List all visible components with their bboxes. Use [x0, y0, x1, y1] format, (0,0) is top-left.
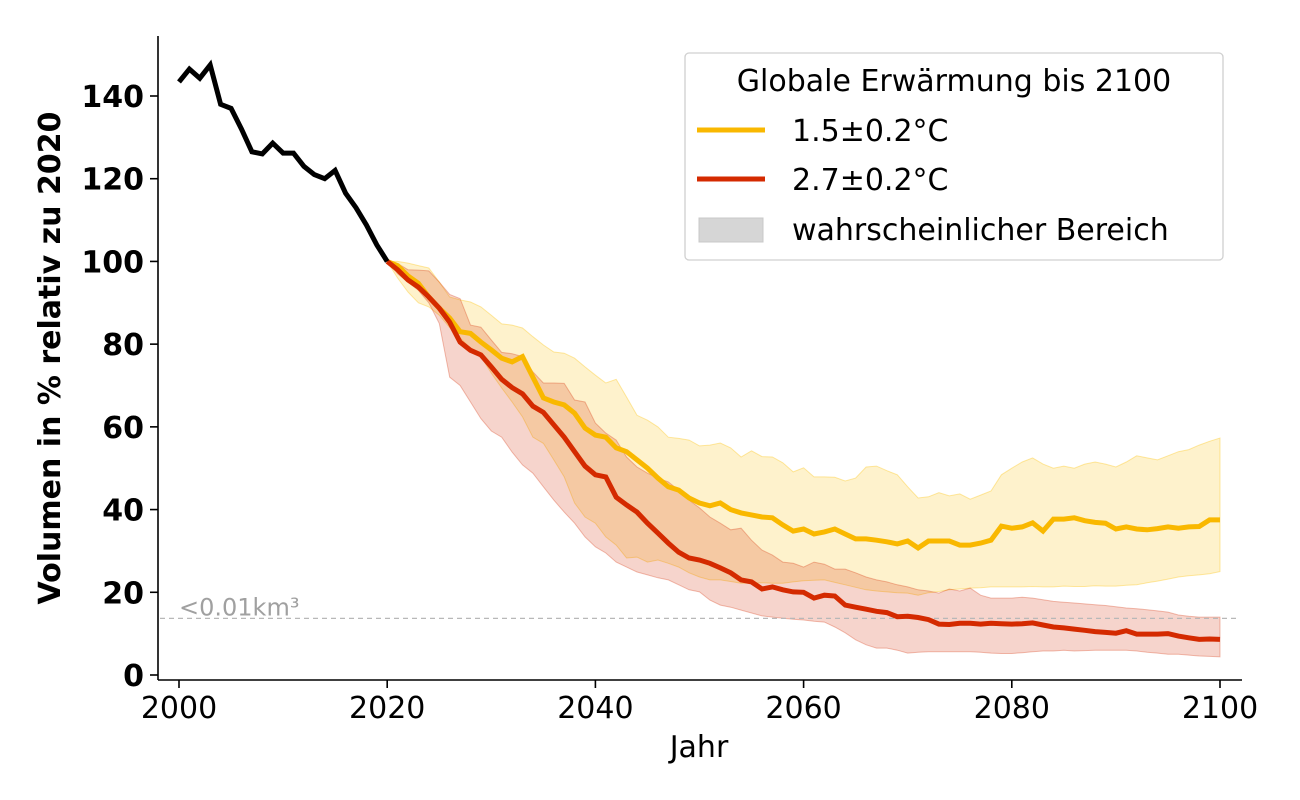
legend-frame	[684, 52, 1224, 261]
legend-title: Globale Erwärmung bis 2100	[737, 64, 1171, 99]
series-lines	[177, 59, 1221, 642]
y-tick-label: 40	[102, 494, 144, 529]
x-tick-label: 2040	[557, 691, 633, 726]
x-tick-label: 2100	[1182, 691, 1258, 726]
legend-label-range: wahrscheinlicher Bereich	[792, 213, 1169, 248]
legend: Globale Erwärmung bis 2100 1.5±0.2°C 2.7…	[684, 52, 1224, 261]
band-1-5c	[386, 260, 1221, 596]
x-tick-label: 2000	[141, 691, 217, 726]
y-ticks: 0 20 40 60 80 100 120 140	[81, 80, 158, 694]
uncertainty-bands	[385, 260, 1221, 658]
threshold-annotation: <0.01km³	[179, 593, 299, 621]
band-2-7c	[385, 260, 1221, 658]
legend-label-1-5c: 1.5±0.2°C	[792, 114, 949, 149]
x-tick-label: 2060	[765, 691, 841, 726]
y-tick-label: 80	[102, 328, 144, 363]
x-tick-label: 2080	[974, 691, 1050, 726]
legend-swatch-range	[698, 217, 764, 243]
y-tick-label: 20	[102, 576, 144, 611]
legend-label-2-7c: 2.7±0.2°C	[792, 163, 949, 198]
x-axis-title: Jahr	[668, 730, 729, 765]
y-tick-label: 140	[81, 80, 144, 115]
line-2-7c	[385, 259, 1221, 642]
line-historical	[177, 59, 390, 263]
x-tick-label: 2020	[349, 691, 425, 726]
annotation-layer: <0.01km³	[160, 593, 1240, 621]
y-tick-label: 120	[81, 163, 144, 198]
x-ticks: 2000 2020 2040 2060 2080 2100	[141, 680, 1258, 726]
line-1-5c	[386, 259, 1220, 552]
y-axis-title: Volumen in % relativ zu 2020	[33, 112, 68, 605]
y-tick-label: 0	[123, 659, 144, 694]
y-tick-label: 60	[102, 411, 144, 446]
y-tick-label: 100	[81, 245, 144, 280]
